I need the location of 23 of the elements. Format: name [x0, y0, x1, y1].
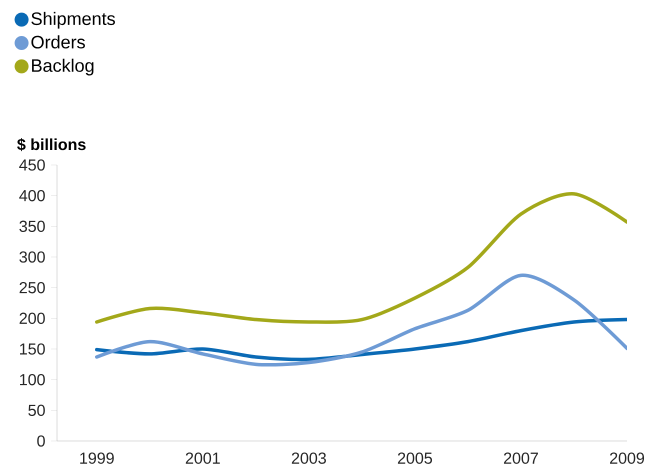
y-tick-label: 400 [19, 190, 45, 202]
y-tick-label: 350 [19, 220, 45, 232]
line-series [95, 274, 628, 366]
y-tick-label: 0 [37, 435, 45, 447]
y-tick-label: 300 [19, 251, 45, 263]
y-axis-title: $ billions [17, 138, 86, 152]
legend-label: Shipments [31, 12, 115, 29]
legend-label: Orders [31, 35, 85, 48]
line-series [95, 318, 628, 362]
line-series [95, 192, 628, 324]
x-tick-label: 2005 [398, 452, 432, 464]
x-tick-label: 2007 [504, 452, 538, 464]
x-tick-label: 2009 [610, 452, 644, 464]
legend-label: Backlog [32, 58, 94, 76]
y-tick-label: 450 [19, 159, 45, 171]
x-tick-label: 2001 [186, 452, 220, 464]
y-tick-label: 50 [28, 404, 45, 416]
y-tick-label: 200 [20, 312, 45, 324]
x-tick-label: 1999 [80, 452, 114, 464]
y-tick-label: 100 [20, 374, 45, 386]
y-tick-label: 150 [20, 343, 45, 355]
x-tick-label: 2003 [292, 452, 326, 464]
y-tick-label: 250 [20, 282, 45, 294]
